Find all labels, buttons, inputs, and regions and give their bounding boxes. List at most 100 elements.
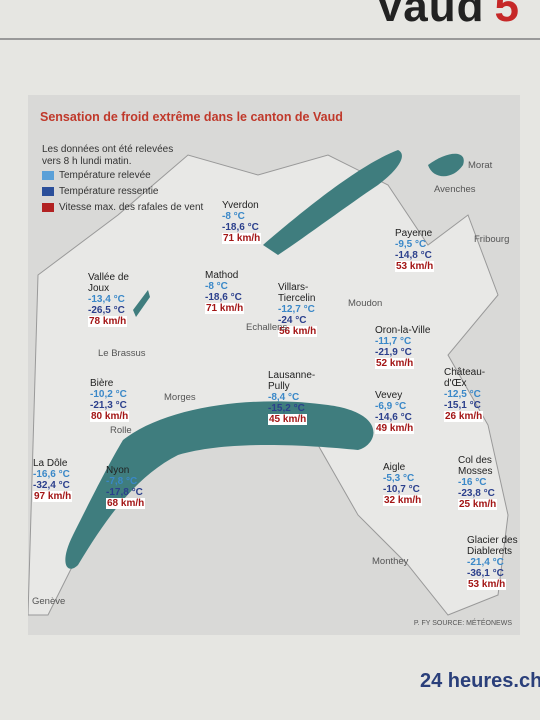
header-rule xyxy=(0,38,540,40)
station-wind: 71 km/h xyxy=(205,303,245,314)
station-temp: -8 °C xyxy=(222,211,245,222)
legend-label: Température ressentie xyxy=(59,186,159,197)
station-felt: -10,7 °C xyxy=(383,484,420,495)
station-wind-wrap: 26 km/h xyxy=(444,411,506,422)
station-name: Vallée de Joux xyxy=(88,272,129,294)
station-wind: 32 km/h xyxy=(383,495,423,506)
station-felt: -18,6 °C xyxy=(205,292,242,303)
lac-de-joux xyxy=(133,290,150,317)
station-temp: -7,8 °C xyxy=(106,476,138,487)
station-wind: 52 km/h xyxy=(375,358,415,369)
station-wind: 53 km/h xyxy=(395,261,435,272)
station: Yverdon -8 °C -18,6 °C 71 km/h xyxy=(222,200,284,244)
station-felt: -24 °C xyxy=(278,315,307,326)
section-name: Vaud xyxy=(375,0,485,31)
station-wind-wrap: 78 km/h xyxy=(88,316,150,327)
station-temp: -8,4 °C xyxy=(268,392,300,403)
station-wind: 45 km/h xyxy=(268,414,308,425)
lake-neuchatel xyxy=(263,150,402,255)
station-felt: -21,9 °C xyxy=(375,347,412,358)
place-label: Moudon xyxy=(348,298,383,309)
place-label: Rolle xyxy=(110,425,132,436)
station-name: Vevey xyxy=(375,390,403,401)
station-temp: -5,3 °C xyxy=(383,473,415,484)
station-wind-wrap: 68 km/h xyxy=(106,498,168,509)
legend-swatch xyxy=(42,203,54,212)
lake-geneva xyxy=(65,401,374,569)
lake-morat xyxy=(428,153,464,177)
station-wind: 26 km/h xyxy=(444,411,484,422)
station: Glacier des Diablerets -21,4 °C -36,1 °C 53… xyxy=(467,535,529,590)
station-temp: -16 °C xyxy=(458,477,487,488)
legend-swatch xyxy=(42,171,54,180)
station: Oron-la-Ville -11,7 °C -21,9 °C 52 km/h xyxy=(375,325,437,369)
station-name: Yverdon xyxy=(222,200,259,211)
station-name: Col des Mosses xyxy=(458,455,493,477)
station-wind-wrap: 71 km/h xyxy=(222,233,284,244)
station-temp: -6,9 °C xyxy=(375,401,407,412)
place-label: Morges xyxy=(164,392,196,403)
map-title: Sensation de froid extrême dans le canto… xyxy=(40,110,343,124)
section-header: Vaud 5 xyxy=(375,0,520,32)
station: Aigle -5,3 °C -10,7 °C 32 km/h xyxy=(383,462,445,506)
footer-brand: 24 heures.ch xyxy=(420,670,540,692)
legend-item: Vitesse max. des rafales de vent xyxy=(42,202,212,214)
station-felt: -14,6 °C xyxy=(375,412,412,423)
station-felt: -17,8 °C xyxy=(106,487,143,498)
station-felt: -15,1 °C xyxy=(444,400,481,411)
station-temp: -10,2 °C xyxy=(90,389,127,400)
station-wind-wrap: 53 km/h xyxy=(467,579,529,590)
station-wind: 68 km/h xyxy=(106,498,146,509)
station-wind-wrap: 32 km/h xyxy=(383,495,445,506)
station-name: Lausanne-Pully xyxy=(268,370,316,392)
station: Nyon -7,8 °C -17,8 °C 68 km/h xyxy=(106,465,168,509)
station-felt: -32,4 °C xyxy=(33,480,70,491)
station: Villars-Tiercelin -12,7 °C -24 °C 56 km/h xyxy=(278,282,340,337)
legend-swatch xyxy=(42,187,54,196)
station-wind: 97 km/h xyxy=(33,491,73,502)
station-wind: 56 km/h xyxy=(278,326,318,337)
station-temp: -13,4 °C xyxy=(88,294,125,305)
station-wind: 78 km/h xyxy=(88,316,128,327)
station-wind-wrap: 80 km/h xyxy=(90,411,152,422)
place-label: Monthey xyxy=(372,556,409,567)
place-label: Avenches xyxy=(434,184,476,195)
station-name: Bière xyxy=(90,378,114,389)
station-name: Oron-la-Ville xyxy=(375,325,431,336)
station: Mathod -8 °C -18,6 °C 71 km/h xyxy=(205,270,267,314)
station-temp: -12,7 °C xyxy=(278,304,315,315)
station: La Dôle -16,6 °C -32,4 °C 97 km/h xyxy=(33,458,95,502)
page-number: 5 xyxy=(494,0,520,31)
station-temp: -21,4 °C xyxy=(467,557,504,568)
station-temp: -8 °C xyxy=(205,281,228,292)
station-wind-wrap: 53 km/h xyxy=(395,261,457,272)
station-felt: -21,3 °C xyxy=(90,400,127,411)
station-felt: -26,5 °C xyxy=(88,305,125,316)
place-label: Morat xyxy=(468,160,493,171)
station-wind-wrap: 45 km/h xyxy=(268,414,330,425)
station-name: Château-d'Œx xyxy=(444,367,486,389)
station-name: La Dôle xyxy=(33,458,68,469)
station-felt: -36,1 °C xyxy=(467,568,504,579)
station-wind: 80 km/h xyxy=(90,411,130,422)
station-wind-wrap: 56 km/h xyxy=(278,326,340,337)
source-note: P. FY SOURCE: MÉTÉONEWS xyxy=(413,620,512,627)
station-wind-wrap: 49 km/h xyxy=(375,423,437,434)
legend-label: Vitesse max. des rafales de vent xyxy=(59,202,204,213)
station-temp: -11,7 °C xyxy=(375,336,412,347)
place-label: Le Brassus xyxy=(98,348,146,359)
station: Vevey -6,9 °C -14,6 °C 49 km/h xyxy=(375,390,437,434)
station-name: Villars-Tiercelin xyxy=(278,282,316,304)
station: Vallée de Joux -13,4 °C -26,5 °C 78 km/h xyxy=(88,272,150,327)
station-felt: -14,8 °C xyxy=(395,250,432,261)
place-label: Echallens xyxy=(246,322,288,333)
station-wind: 71 km/h xyxy=(222,233,262,244)
station-temp: -16,6 °C xyxy=(33,469,70,480)
station-wind: 25 km/h xyxy=(458,499,498,510)
map-intro: Les données ont été relevées vers 8 h lu… xyxy=(42,144,174,167)
station: Payerne -9,5 °C -14,8 °C 53 km/h xyxy=(395,228,457,272)
station-name: Aigle xyxy=(383,462,406,473)
station-wind-wrap: 25 km/h xyxy=(458,499,520,510)
place-label: Fribourg xyxy=(474,234,510,245)
